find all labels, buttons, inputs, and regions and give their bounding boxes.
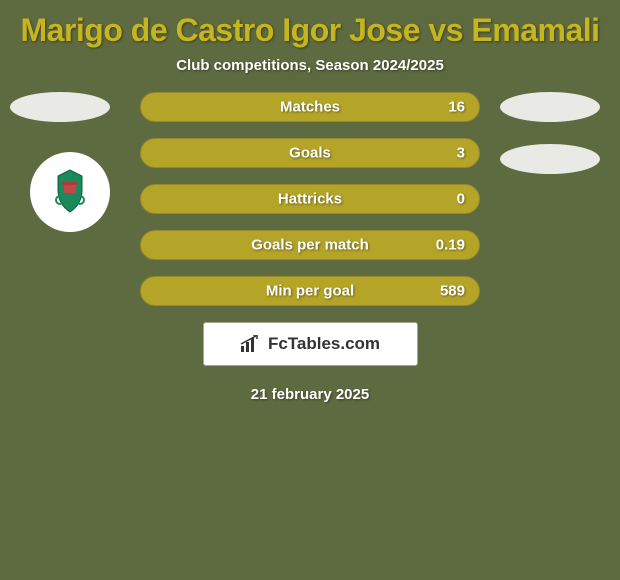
page-title: Marigo de Castro Igor Jose vs Emamali (0, 0, 620, 57)
player-badge-left (10, 92, 110, 122)
stat-label: Goals per match (251, 237, 369, 254)
stat-label: Min per goal (266, 283, 354, 300)
stat-value-right: 589 (440, 283, 465, 300)
bar-chart-icon (240, 335, 262, 353)
stats-list: Matches 16 Goals 3 Hattricks 0 Goals per match… (140, 92, 480, 306)
content-area: Matches 16 Goals 3 Hattricks 0 Goals per match… (0, 92, 620, 403)
watermark-text: FcTables.com (268, 334, 380, 354)
stat-label: Hattricks (278, 191, 342, 208)
stat-bar: Hattricks 0 (140, 184, 480, 214)
stat-label: Goals (289, 145, 331, 162)
stat-value-right: 16 (448, 99, 465, 116)
club-emblem-icon (40, 162, 100, 222)
club-logo-left (30, 152, 110, 232)
date-text: 21 february 2025 (0, 380, 620, 403)
stat-value-right: 0.19 (436, 237, 465, 254)
stat-bar: Goals 3 (140, 138, 480, 168)
stat-bar: Min per goal 589 (140, 276, 480, 306)
player-badge-right (500, 92, 600, 122)
stat-value-right: 0 (457, 191, 465, 208)
stats-comparison-card: Marigo de Castro Igor Jose vs Emamali Cl… (0, 0, 620, 580)
watermark-box: FcTables.com (203, 322, 418, 366)
subtitle: Club competitions, Season 2024/2025 (0, 57, 620, 92)
stat-bar: Goals per match 0.19 (140, 230, 480, 260)
player-badge-right-2 (500, 144, 600, 174)
stat-value-right: 3 (457, 145, 465, 162)
stat-label: Matches (280, 99, 340, 116)
stat-bar: Matches 16 (140, 92, 480, 122)
